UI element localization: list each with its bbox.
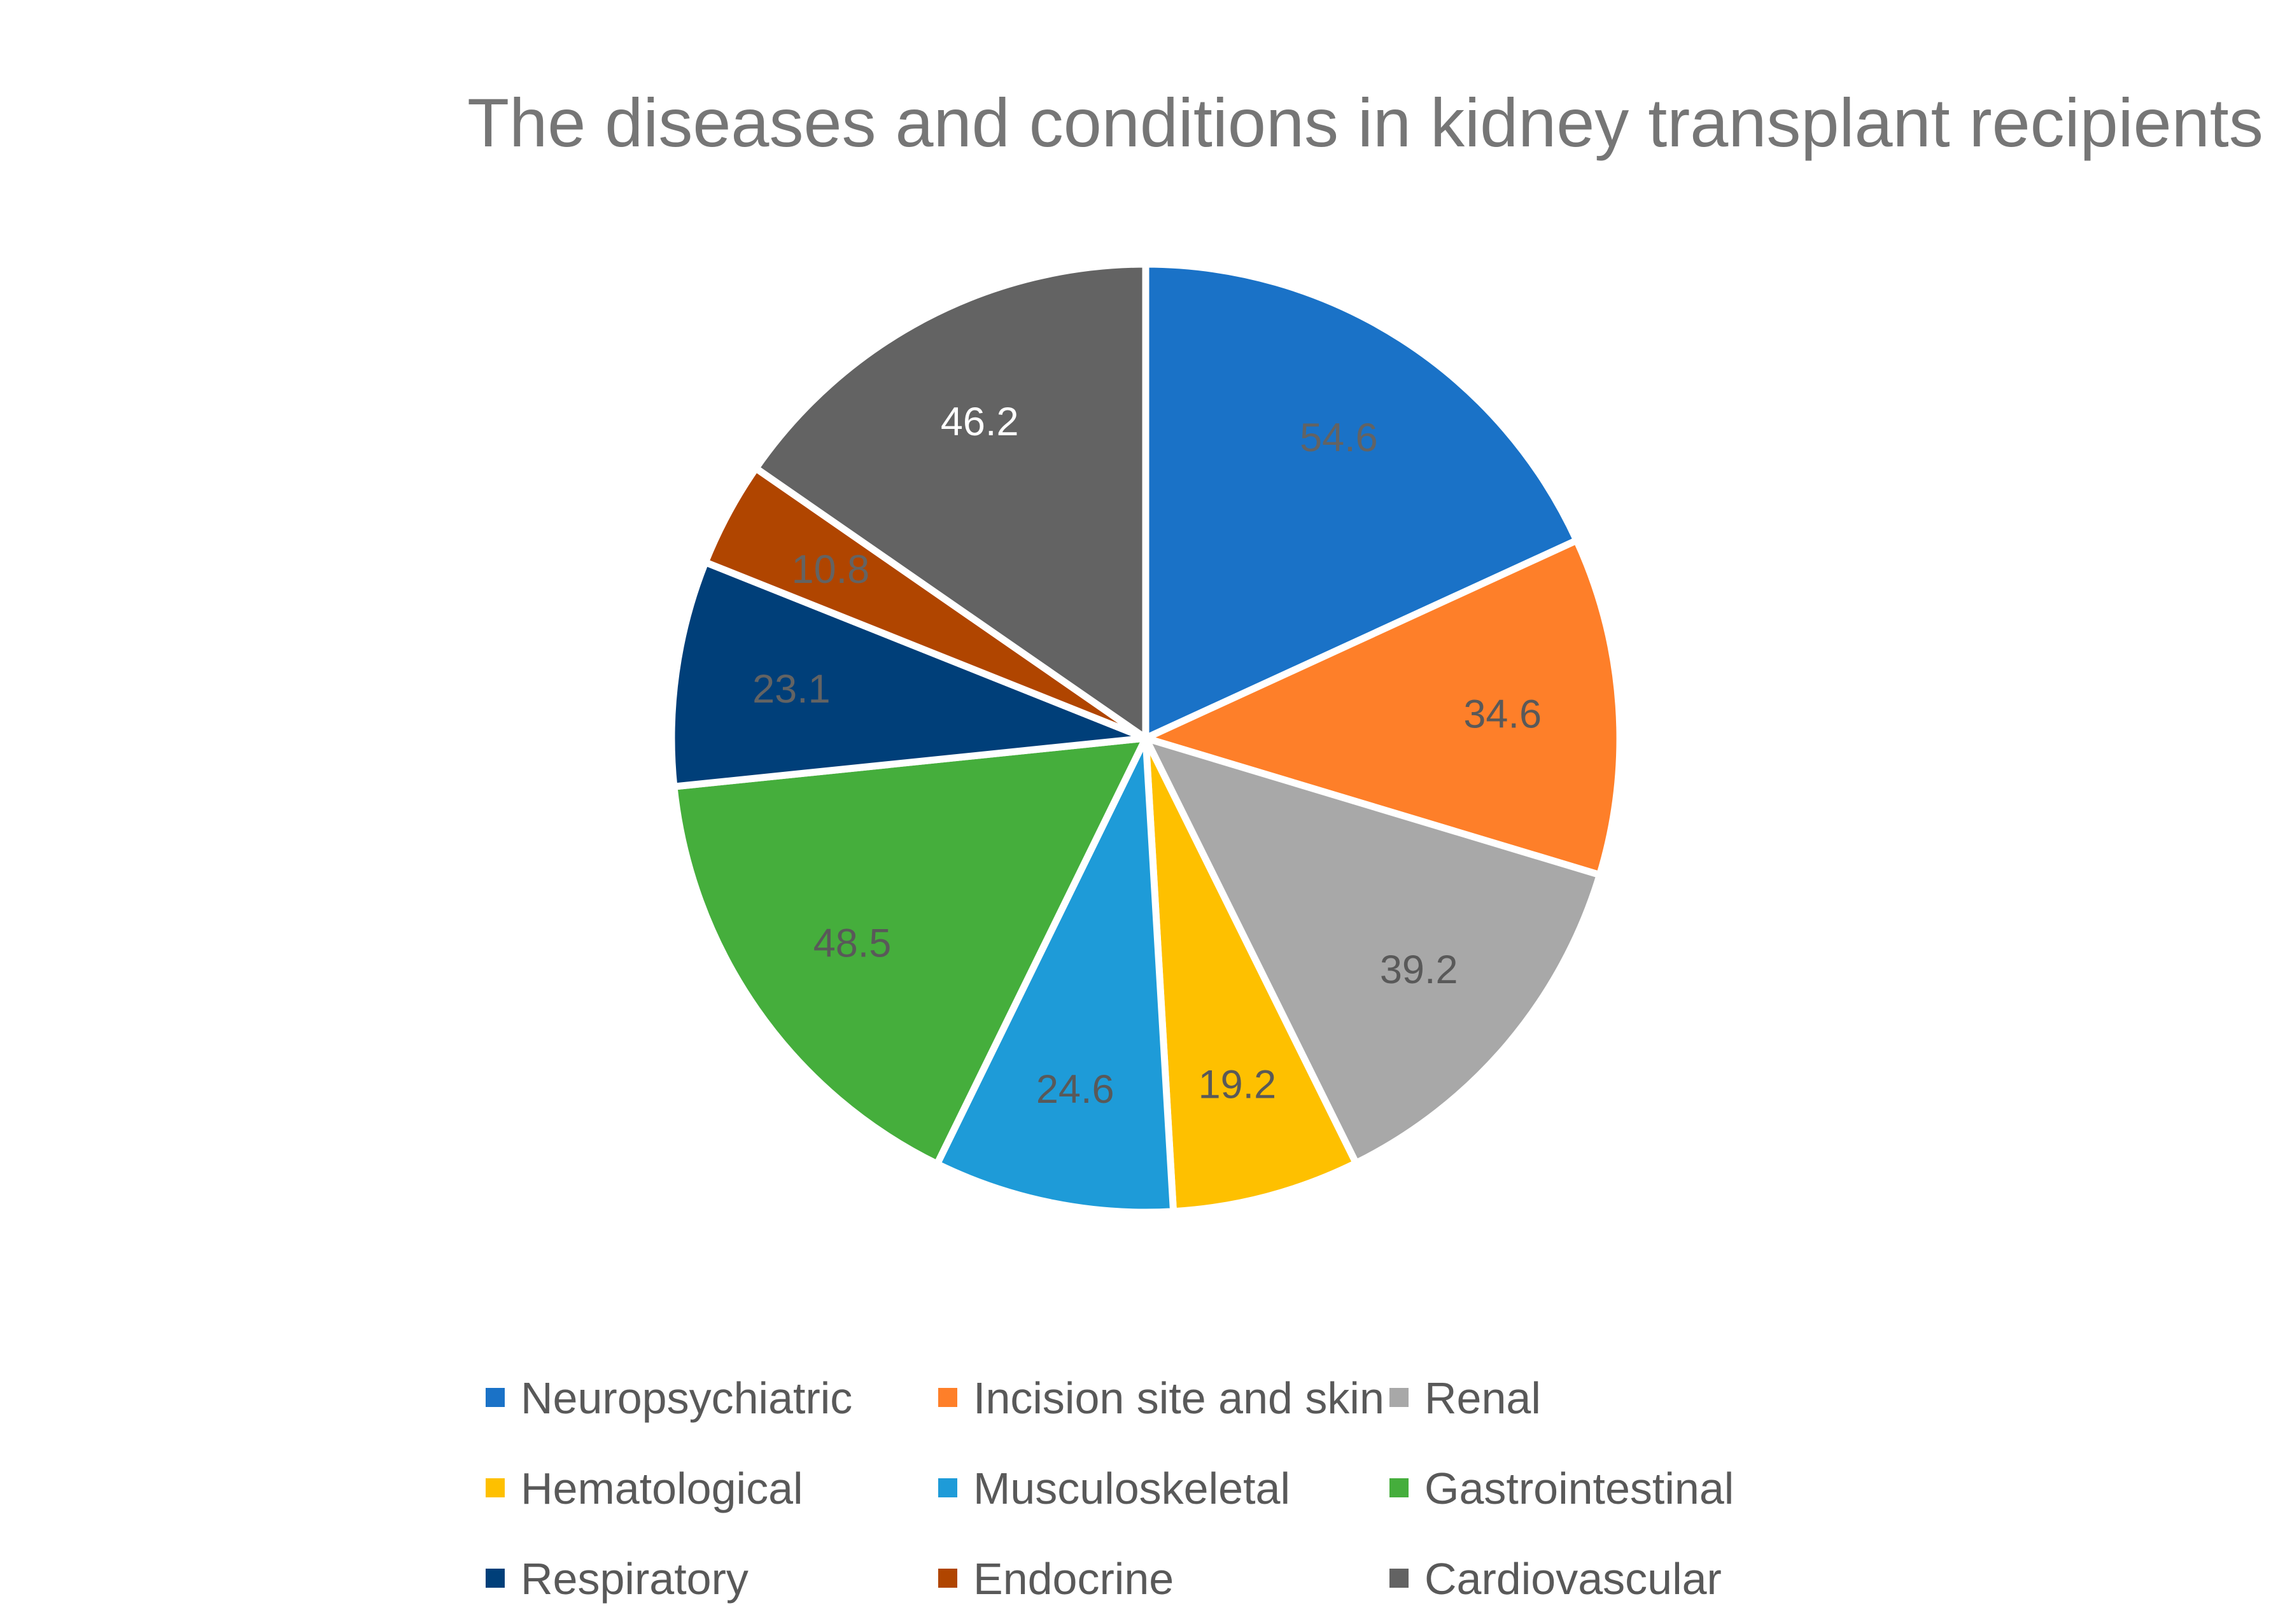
data-label-respiratory: 23.1	[752, 667, 831, 711]
legend-label-hematological: Hematological	[521, 1464, 803, 1513]
legend-label-endocrine: Endocrine	[973, 1554, 1174, 1604]
legend-swatch-respiratory	[486, 1569, 505, 1588]
pie-slice-gastrointestinal	[670, 734, 1152, 1169]
legend-swatch-incision-site-and-skin	[938, 1388, 957, 1407]
pie-slices	[668, 260, 1624, 1216]
data-label-renal: 39.2	[1380, 948, 1458, 992]
legend-swatch-musculoskeletal	[938, 1478, 957, 1497]
pie-slice-musculoskeletal	[932, 724, 1178, 1216]
legend-item-renal: Renal	[1389, 1373, 1541, 1423]
data-label-hematological: 19.2	[1199, 1062, 1277, 1107]
legend-label-musculoskeletal: Musculoskeletal	[973, 1464, 1290, 1513]
legend-label-respiratory: Respiratory	[521, 1554, 749, 1604]
pie-slice-cardiovascular	[750, 260, 1150, 745]
pie-slice-respiratory	[668, 557, 1148, 791]
legend-label-gastrointestinal: Gastrointestinal	[1424, 1464, 1734, 1513]
pie-slice-neuropsychiatric	[1142, 260, 1582, 744]
legend-swatch-neuropsychiatric	[486, 1388, 505, 1407]
pie-slice-hematological	[1142, 736, 1361, 1215]
legend-item-endocrine: Endocrine	[938, 1554, 1174, 1604]
legend-item-respiratory: Respiratory	[486, 1554, 749, 1604]
legend-label-neuropsychiatric: Neuropsychiatric	[521, 1373, 852, 1423]
pie-slice-renal	[1139, 732, 1605, 1168]
pie-slice-incision-site-and-skin	[1135, 535, 1624, 879]
chart-legend: Neuropsychiatric Incision site and skin Re…	[486, 1373, 1734, 1604]
legend-label-incision-site-and-skin: Incision site and skin	[973, 1373, 1384, 1423]
legend-item-hematological: Hematological	[486, 1464, 803, 1513]
chart-title: The diseases and conditions in kidney tr…	[467, 84, 2263, 161]
legend-label-renal: Renal	[1424, 1373, 1541, 1423]
data-label-incision-site-and-skin: 34.6	[1463, 692, 1542, 736]
legend-item-cardiovascular: Cardiovascular	[1389, 1554, 1722, 1604]
legend-swatch-endocrine	[938, 1569, 957, 1588]
pie-data-labels: 54.6 34.6 39.2 19.2 24.6 48.5 23.1 10.8 46.2	[752, 400, 1542, 1112]
data-label-cardiovascular: 46.2	[941, 400, 1019, 444]
legend-item-incision-site-and-skin: Incision site and skin	[938, 1373, 1384, 1423]
legend-label-cardiovascular: Cardiovascular	[1424, 1554, 1722, 1604]
legend-item-neuropsychiatric: Neuropsychiatric	[486, 1373, 852, 1423]
data-label-endocrine: 10.8	[792, 547, 870, 592]
legend-item-musculoskeletal: Musculoskeletal	[938, 1464, 1290, 1513]
legend-swatch-gastrointestinal	[1389, 1478, 1409, 1497]
legend-swatch-cardiovascular	[1389, 1569, 1409, 1588]
data-label-musculoskeletal: 24.6	[1036, 1067, 1114, 1112]
legend-item-gastrointestinal: Gastrointestinal	[1389, 1464, 1734, 1513]
legend-swatch-hematological	[486, 1478, 505, 1497]
data-label-gastrointestinal: 48.5	[813, 921, 892, 965]
data-label-neuropsychiatric: 54.6	[1300, 416, 1378, 460]
legend-swatch-renal	[1389, 1388, 1409, 1407]
